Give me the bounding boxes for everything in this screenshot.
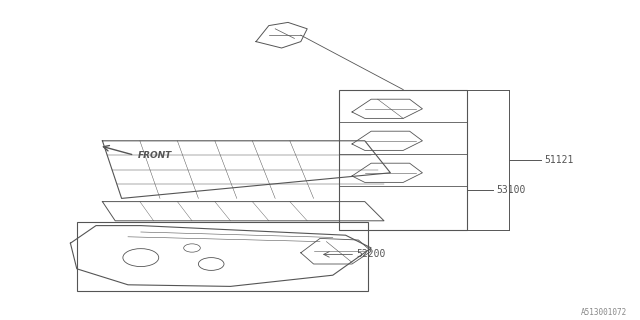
Bar (339, 90, 467, 230)
Text: 51121: 51121 (544, 155, 573, 165)
Text: FRONT: FRONT (138, 151, 172, 160)
Text: 52200: 52200 (356, 249, 386, 260)
Bar (77, 222, 368, 291)
Text: A513001072: A513001072 (581, 308, 627, 317)
Text: 53100: 53100 (496, 185, 525, 196)
